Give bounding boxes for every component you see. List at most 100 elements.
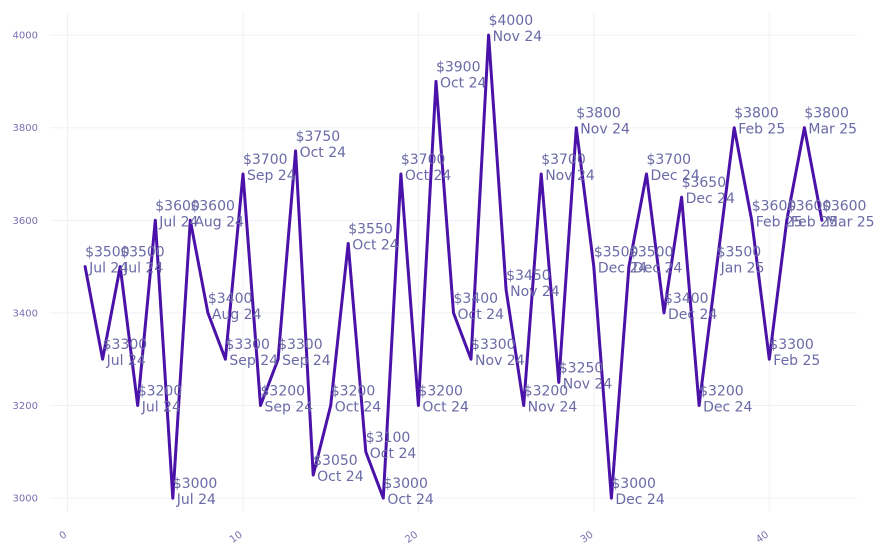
- data-label-date: Aug 24: [194, 214, 244, 230]
- data-label-date: Dec 24: [633, 261, 682, 277]
- data-label-value: $3100: [366, 430, 411, 446]
- data-label-date: Sep 24: [229, 353, 278, 369]
- x-tick-label: 10: [228, 529, 245, 545]
- data-label-value: $3600: [822, 198, 867, 214]
- data-label-date: Jan 25: [720, 261, 765, 277]
- y-tick-label: 3200: [13, 401, 38, 412]
- data-label-value: $3200: [138, 384, 183, 400]
- data-label-value: $3750: [296, 129, 341, 145]
- data-label-date: Oct 24: [405, 168, 452, 184]
- data-label-value: $3500: [120, 245, 165, 261]
- data-label-date: Dec 24: [615, 492, 664, 508]
- data-label-date: Dec 24: [668, 307, 717, 323]
- data-label-value: $3250: [559, 360, 604, 376]
- data-label-date: Jul 24: [141, 400, 181, 416]
- data-label-value: $3500: [629, 245, 674, 261]
- y-tick-label: 3800: [13, 123, 38, 134]
- data-label-value: $3300: [769, 337, 814, 353]
- data-label-value: $3300: [278, 337, 323, 353]
- data-label-date: Nov 24: [545, 168, 595, 184]
- data-label-value: $3600: [752, 198, 797, 214]
- data-label-date: Feb 25: [756, 214, 803, 230]
- data-label-date: Nov 24: [475, 353, 525, 369]
- series-line: [83, 33, 824, 500]
- data-label-value: $3700: [541, 152, 586, 168]
- data-label-date: Feb 25: [738, 122, 785, 138]
- data-label-value: $3050: [313, 453, 358, 469]
- data-label-date: Oct 24: [335, 400, 382, 416]
- data-label-value: $3000: [383, 476, 428, 492]
- data-label-date: Oct 24: [458, 307, 505, 323]
- data-label-value: $3550: [348, 221, 393, 237]
- x-tick-label: 0: [58, 529, 70, 542]
- data-label-value: $3500: [85, 245, 130, 261]
- data-label-value: $3500: [717, 245, 762, 261]
- data-label-value: $3450: [506, 268, 551, 284]
- data-label-date: Nov 24: [528, 400, 578, 416]
- data-label-value: $4000: [489, 13, 534, 29]
- data-label-date: Nov 24: [510, 284, 560, 300]
- y-tick-label: 3600: [13, 216, 38, 227]
- x-tick-label: 40: [754, 529, 771, 545]
- data-label-date: Mar 25: [808, 122, 857, 138]
- data-label-date: Aug 24: [212, 307, 262, 323]
- data-label-date: Oct 24: [300, 145, 347, 161]
- data-label-date: Jul 24: [88, 261, 128, 277]
- data-label-date: Sep 24: [265, 400, 314, 416]
- data-label-date: Oct 24: [352, 237, 399, 253]
- data-label-value: $3900: [436, 59, 481, 75]
- x-tick-label: 20: [403, 529, 420, 545]
- data-label-value: $3600: [787, 198, 832, 214]
- data-label-date: Dec 24: [598, 261, 647, 277]
- data-label-date: Feb 25: [791, 214, 838, 230]
- data-label-value: $3700: [401, 152, 446, 168]
- data-label-value: $3200: [261, 384, 306, 400]
- data-label-date: Oct 24: [422, 400, 469, 416]
- data-label-date: Nov 24: [493, 29, 543, 45]
- data-label-value: $3700: [646, 152, 691, 168]
- data-label-date: Feb 25: [773, 353, 820, 369]
- data-label-date: Jul 24: [123, 261, 163, 277]
- x-tick-label: 30: [579, 529, 596, 545]
- data-label-value: $3200: [699, 384, 744, 400]
- data-label-date: Dec 24: [650, 168, 699, 184]
- series-layer: [83, 33, 824, 500]
- axes: 3000 3200 3400 3600 3800 4000 0 10 20 30 40: [13, 31, 771, 546]
- data-label-date: Jul 24: [106, 353, 146, 369]
- data-label-value: $3650: [682, 175, 727, 191]
- y-tick-label: 4000: [13, 31, 38, 42]
- data-label-value: $3800: [804, 106, 849, 122]
- data-label-date: Nov 24: [580, 122, 630, 138]
- data-label-value: $3700: [243, 152, 288, 168]
- data-label-value: $3200: [524, 384, 569, 400]
- data-label-value: $3400: [208, 291, 253, 307]
- data-label-value: $3200: [418, 384, 463, 400]
- data-label-date: Oct 24: [370, 446, 417, 462]
- data-label-value: $3300: [225, 337, 270, 353]
- data-label-date: Jul 24: [158, 214, 198, 230]
- data-label-value: $3000: [173, 476, 218, 492]
- data-label-value: $3300: [103, 337, 148, 353]
- data-label-value: $3800: [576, 106, 621, 122]
- data-label-value: $3200: [331, 384, 376, 400]
- data-label-value: $3300: [471, 337, 516, 353]
- data-label-date: Nov 24: [563, 376, 613, 392]
- data-label-date: Oct 24: [387, 492, 434, 508]
- data-label-date: Mar 25: [826, 214, 875, 230]
- data-label-date: Oct 24: [440, 75, 487, 91]
- data-label-date: Oct 24: [317, 469, 364, 485]
- data-label-value: $3800: [734, 106, 779, 122]
- data-label-value: $3400: [454, 291, 499, 307]
- data-label-value: $3600: [190, 198, 235, 214]
- data-label-value: $3000: [611, 476, 656, 492]
- data-label-date: Dec 24: [703, 400, 752, 416]
- data-label-date: Sep 24: [247, 168, 296, 184]
- data-label-value: $3500: [594, 245, 639, 261]
- y-tick-label: 3400: [13, 308, 38, 319]
- data-label-date: Dec 24: [686, 191, 735, 207]
- data-label-date: Sep 24: [282, 353, 331, 369]
- data-label-value: $3600: [155, 198, 200, 214]
